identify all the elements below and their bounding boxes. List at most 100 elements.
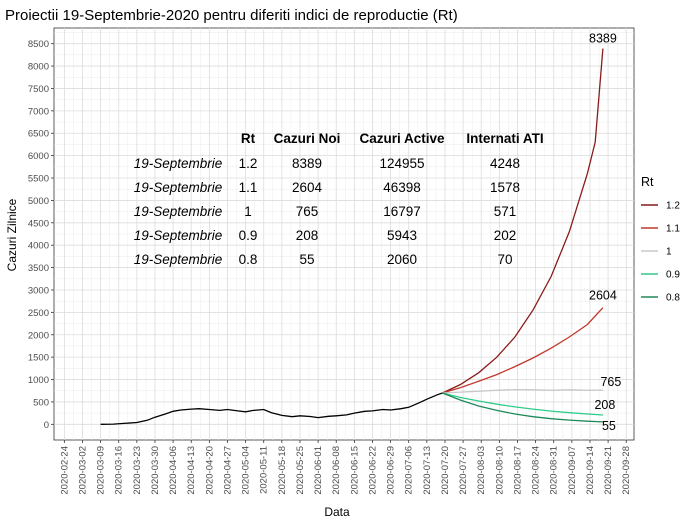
series-line-historical: [100, 392, 443, 425]
y-tick-label: 2500: [28, 308, 49, 319]
table-date-cell: 19-Septembrie: [134, 252, 223, 267]
table-cell: 5943: [387, 228, 417, 243]
y-tick-label: 4000: [28, 241, 49, 252]
x-tick-label: 2020-09-28: [621, 446, 632, 495]
end-label: 208: [594, 398, 615, 412]
x-tick-label: 2020-09-21: [603, 446, 614, 495]
x-tick-label: 2020-05-25: [295, 446, 306, 495]
table-cell: 1.2: [239, 156, 258, 171]
x-tick-label: 2020-04-06: [168, 446, 179, 495]
end-label: 8389: [589, 32, 617, 46]
y-tick-label: 1000: [28, 375, 49, 386]
table-cell: 2060: [387, 252, 417, 267]
legend-label: 1.1: [666, 224, 680, 235]
x-axis-title: Data: [324, 505, 350, 519]
table-header: Cazuri Active: [359, 131, 445, 146]
chart-title: Proiectii 19-Septembrie-2020 pentru dife…: [5, 7, 458, 24]
table-cell: 1.1: [239, 180, 258, 195]
x-tick-label: 2020-06-29: [386, 446, 397, 495]
y-tick-label: 8000: [28, 62, 49, 73]
x-tick-label: 2020-08-31: [549, 446, 560, 495]
series-line-rt-0.9: [442, 392, 603, 416]
table-header: Rt: [241, 131, 256, 146]
x-tick-label: 2020-06-15: [349, 446, 360, 495]
x-tick-label: 2020-09-14: [585, 446, 596, 495]
table-cell: 70: [497, 252, 512, 267]
legend-label: 1.2: [666, 201, 680, 212]
table-cell: 571: [494, 204, 517, 219]
table-cell: 4248: [490, 156, 520, 171]
table-date-cell: 19-Septembrie: [134, 156, 223, 171]
x-tick-label: 2020-06-01: [313, 446, 324, 495]
y-tick-label: 0: [44, 420, 49, 431]
x-tick-label: 2020-05-11: [259, 446, 270, 494]
x-tick-label: 2020-05-04: [241, 446, 252, 495]
y-tick-label: 2000: [28, 330, 49, 341]
x-tick-label: 2020-08-24: [531, 446, 542, 495]
legend: Rt 1.2 1.1 1 0.9 0.8: [641, 175, 680, 304]
table-cell: 765: [296, 204, 319, 219]
y-tick-label: 8500: [28, 39, 49, 50]
x-tick-label: 2020-07-27: [458, 446, 469, 495]
x-tick-label: 2020-03-02: [77, 446, 88, 495]
legend-label: 0.8: [666, 293, 680, 304]
table-cell: 46398: [383, 180, 421, 195]
series-line-rt-1: [442, 388, 603, 394]
y-tick-label: 7500: [28, 84, 49, 95]
legend-label: 0.9: [666, 270, 680, 281]
table-cell: 2604: [292, 180, 323, 195]
series-line-rt-1.1: [442, 307, 604, 394]
table-header: Cazuri Noi: [274, 131, 341, 146]
table-cell: 1578: [490, 180, 520, 195]
x-tick-label: 2020-05-18: [277, 446, 288, 495]
y-tick-label: 3000: [28, 285, 49, 296]
x-tick-label: 2020-09-07: [567, 446, 578, 495]
y-tick-label: 5000: [28, 196, 49, 207]
x-tick-label: 2020-03-30: [150, 446, 161, 495]
end-label: 765: [600, 375, 621, 389]
x-tick-label: 2020-06-22: [367, 446, 378, 495]
x-tick-label: 2020-02-24: [59, 446, 70, 495]
x-tick-label: 2020-07-20: [440, 446, 451, 495]
table-cell: 0.9: [239, 228, 258, 243]
x-tick-label: 2020-07-06: [404, 446, 415, 495]
x-tick-label: 2020-08-03: [476, 446, 487, 495]
end-labels: 8389 2604 765 208 55: [589, 32, 621, 433]
grid: [53, 27, 635, 441]
x-tick-label: 2020-06-08: [331, 446, 342, 495]
y-tick-label: 4500: [28, 218, 49, 229]
table-cell: 16797: [383, 204, 421, 219]
y-axis-ticks: 0 500 1000 1500 2000 2500 3000 3500 4000 4500 5000…: [28, 39, 54, 431]
x-tick-label: 2020-08-10: [494, 446, 505, 495]
end-label: 55: [602, 419, 616, 433]
y-tick-label: 500: [33, 397, 49, 408]
table-cell: 208: [296, 228, 319, 243]
table-cell: 55: [299, 252, 314, 267]
table-date-cell: 19-Septembrie: [134, 204, 223, 219]
x-tick-label: 2020-07-13: [422, 446, 433, 495]
table-header: Internati ATI: [466, 131, 543, 146]
table-cell: 202: [494, 228, 517, 243]
summary-table: Rt Cazuri Noi Cazuri Active Internati ATI 19…: [134, 131, 544, 267]
table-cell: 0.8: [239, 252, 258, 267]
y-axis-title: Cazuri Zilnice: [5, 198, 19, 271]
y-tick-label: 5500: [28, 174, 49, 185]
y-tick-label: 7000: [28, 106, 49, 117]
table-cell: 8389: [292, 156, 322, 171]
table-cell: 124955: [379, 156, 424, 171]
x-tick-label: 2020-03-16: [114, 446, 125, 495]
x-tick-label: 2020-04-20: [204, 446, 215, 495]
x-tick-label: 2020-04-13: [186, 446, 197, 495]
table-cell: 1: [244, 204, 252, 219]
x-axis-ticks: 2020-02-24 2020-03-02 2020-03-09 2020-03-16…: [59, 440, 632, 495]
legend-label: 1: [666, 247, 672, 258]
table-date-cell: 19-Septembrie: [134, 180, 223, 195]
y-tick-label: 1500: [28, 353, 49, 364]
x-tick-label: 2020-03-09: [96, 446, 107, 495]
series-line-rt-1.2: [442, 48, 604, 394]
y-tick-label: 3500: [28, 263, 49, 274]
y-tick-label: 6500: [28, 129, 49, 140]
x-tick-label: 2020-04-27: [222, 446, 233, 495]
legend-title: Rt: [641, 175, 654, 189]
